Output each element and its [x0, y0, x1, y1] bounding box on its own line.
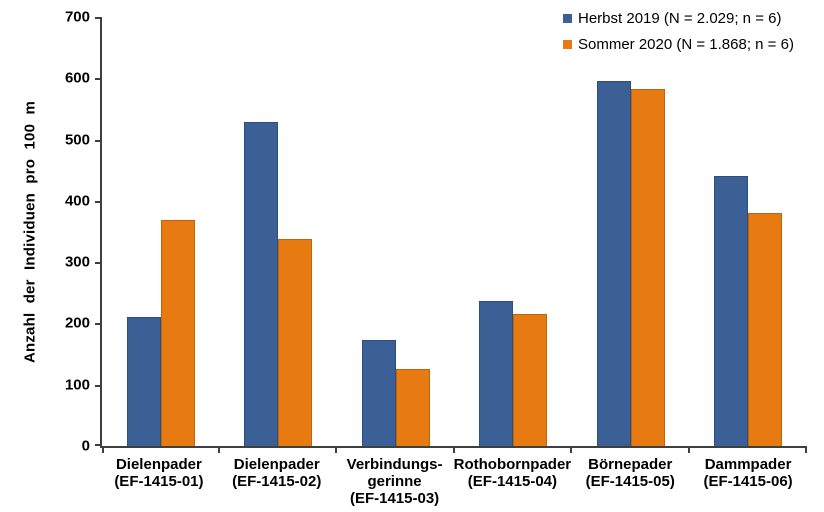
bar-herbst-2019 — [361, 340, 396, 446]
bars-row — [102, 17, 807, 446]
y-tick-mark — [95, 444, 100, 446]
bar-sommer-2020 — [395, 369, 430, 446]
legend: Herbst 2019 (N = 2.029; n = 6) Sommer 202… — [563, 8, 794, 60]
bar-sommer-2020 — [513, 314, 548, 446]
y-tick-mark — [95, 323, 100, 325]
category-label-line: Börnepader — [588, 456, 673, 473]
legend-swatch-sommer-2020 — [563, 39, 572, 49]
plot-area: 0 100 200 300 400 500 600 700 — [65, 10, 807, 454]
x-tick-mark — [453, 448, 455, 453]
category-label-line: Rothobornpader — [453, 456, 572, 473]
y-tick-label: 700 — [64, 8, 90, 26]
bar-herbst-2019 — [479, 301, 514, 446]
bar-sommer-2020 — [278, 239, 313, 446]
bar-sommer-2020 — [748, 213, 783, 446]
y-tick-label: 500 — [64, 131, 90, 149]
y-tick-mark — [95, 385, 100, 387]
bar-herbst-2019 — [596, 81, 631, 446]
x-tick-mark — [102, 448, 104, 453]
y-tick-mark — [95, 17, 100, 19]
bar-group — [455, 17, 573, 446]
y-axis-title: Anzahl der Individuen pro 100 m — [21, 100, 39, 364]
category-label: Börnepader (EF-1415-05) — [571, 456, 689, 507]
bar-herbst-2019 — [126, 317, 161, 446]
category-label-line: Verbindungs- — [346, 456, 443, 473]
legend-label-herbst-2019: Herbst 2019 (N = 2.029; n = 6) — [578, 9, 782, 27]
y-tick-label: 300 — [64, 253, 90, 271]
y-tick-label: 0 — [81, 437, 90, 455]
category-label: Dammpader (EF-1415-06) — [689, 456, 807, 507]
category-label-line: (EF-1415-06) — [703, 473, 793, 490]
bar-sommer-2020 — [160, 220, 195, 446]
x-tick-mark — [335, 448, 337, 453]
category-label-line: (EF-1415-01) — [114, 473, 204, 490]
bar-group — [220, 17, 338, 446]
y-tick-mark — [95, 78, 100, 80]
category-label: Verbindungs-gerinne (EF-1415-03) — [336, 456, 454, 507]
x-tick-mark — [218, 448, 220, 453]
x-axis-labels: Dielenpader (EF-1415-01) Dielenpader (EF-14… — [100, 456, 807, 507]
bar-group — [102, 17, 220, 446]
category-label: Rothobornpader (EF-1415-04) — [453, 456, 572, 507]
y-tick-mark — [95, 201, 100, 203]
legend-label-sommer-2020: Sommer 2020 (N = 1.868; n = 6) — [578, 35, 794, 53]
bar-group — [572, 17, 690, 446]
category-label-line: Dielenpader — [115, 456, 202, 473]
y-tick-label: 600 — [64, 69, 90, 87]
legend-item-sommer-2020: Sommer 2020 (N = 1.868; n = 6) — [563, 34, 794, 54]
bar-sommer-2020 — [630, 89, 665, 446]
bar-herbst-2019 — [244, 122, 279, 446]
x-tick-mark — [570, 448, 572, 453]
category-label-line: Dielenpader — [233, 456, 320, 473]
bar-group — [690, 17, 808, 446]
category-label-line: gerinne — [367, 473, 422, 490]
y-tick-mark — [95, 140, 100, 142]
bar-herbst-2019 — [714, 176, 749, 446]
bar-group — [337, 17, 455, 446]
y-tick-mark — [95, 262, 100, 264]
category-label-line: (EF-1415-02) — [232, 473, 322, 490]
legend-item-herbst-2019: Herbst 2019 (N = 2.029; n = 6) — [563, 8, 794, 28]
y-tick-label: 100 — [64, 376, 90, 394]
category-label-line: (EF-1415-05) — [585, 473, 675, 490]
category-label-line: (EF-1415-04) — [467, 473, 557, 490]
category-label: Dielenpader (EF-1415-02) — [218, 456, 336, 507]
category-label-line: (EF-1415-03) — [349, 490, 440, 507]
category-label-line: Dammpader — [704, 456, 792, 473]
category-label: Dielenpader (EF-1415-01) — [100, 456, 218, 507]
x-tick-mark — [805, 448, 807, 453]
y-tick-label: 400 — [64, 192, 90, 210]
x-tick-mark — [688, 448, 690, 453]
y-tick-label: 200 — [64, 314, 90, 332]
legend-swatch-herbst-2019 — [563, 13, 572, 23]
